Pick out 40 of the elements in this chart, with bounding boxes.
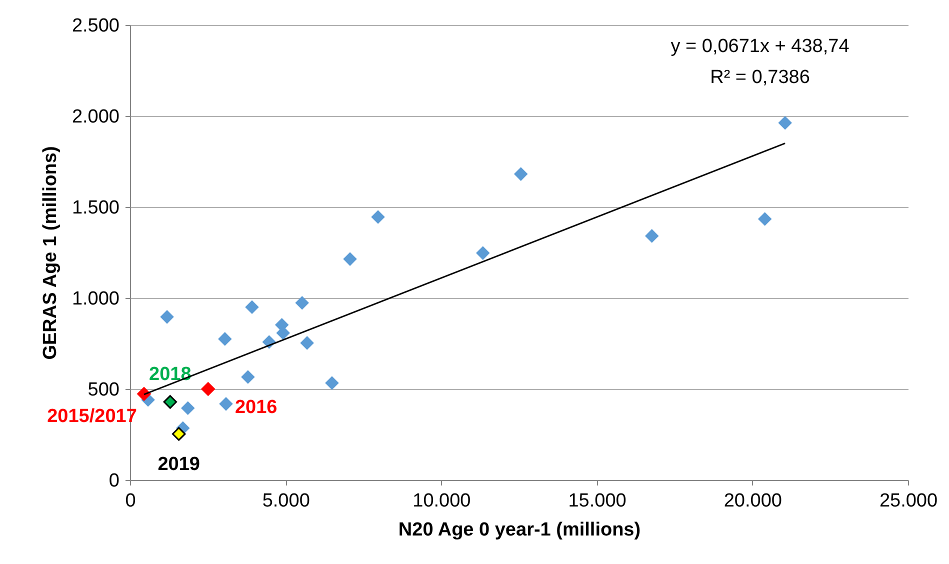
point [180, 401, 195, 415]
y-tick-label: 500 [88, 380, 120, 400]
y-tick-label: 2.500 [72, 16, 120, 36]
series-label: 2019 [158, 454, 200, 475]
point [218, 332, 232, 346]
point [219, 397, 233, 411]
x-axis-title: N20 Age 0 year-1 (millions) [398, 520, 641, 540]
point [371, 210, 385, 224]
point [300, 336, 314, 350]
x-tick-label: 0 [125, 490, 136, 512]
x-tick-label: 25.000 [879, 490, 938, 512]
point [172, 427, 186, 441]
point [245, 300, 259, 314]
x-tick-label: 5.000 [262, 490, 310, 512]
point [476, 246, 490, 260]
x-tick-label: 20.000 [724, 490, 782, 512]
point [201, 382, 215, 396]
x-tick-label: 10.000 [412, 490, 471, 512]
point [514, 167, 528, 181]
annotation: y = 0,0671x + 438,74 [670, 36, 850, 57]
y-tick-label: 2.000 [72, 106, 120, 128]
y-tick-label: 0 [108, 470, 120, 492]
point [758, 212, 772, 226]
point [241, 370, 255, 384]
point [276, 326, 290, 340]
point [343, 252, 357, 266]
point [644, 229, 659, 243]
series-label: 2018 [149, 364, 192, 385]
y-tick-label: 1.500 [72, 198, 120, 218]
point [295, 296, 309, 310]
y-axis-title: GERAS Age 1 (millions) [40, 146, 61, 360]
point [778, 116, 792, 130]
point [325, 376, 339, 390]
y-tick-label: 1.000 [72, 288, 120, 310]
x-tick-label: 15.000 [568, 490, 626, 512]
annotation: R² = 0,7386 [710, 67, 810, 88]
point [163, 395, 178, 409]
point [160, 310, 174, 324]
series-label: 2015/2017 [47, 406, 137, 427]
series-label: 2016 [234, 397, 278, 418]
